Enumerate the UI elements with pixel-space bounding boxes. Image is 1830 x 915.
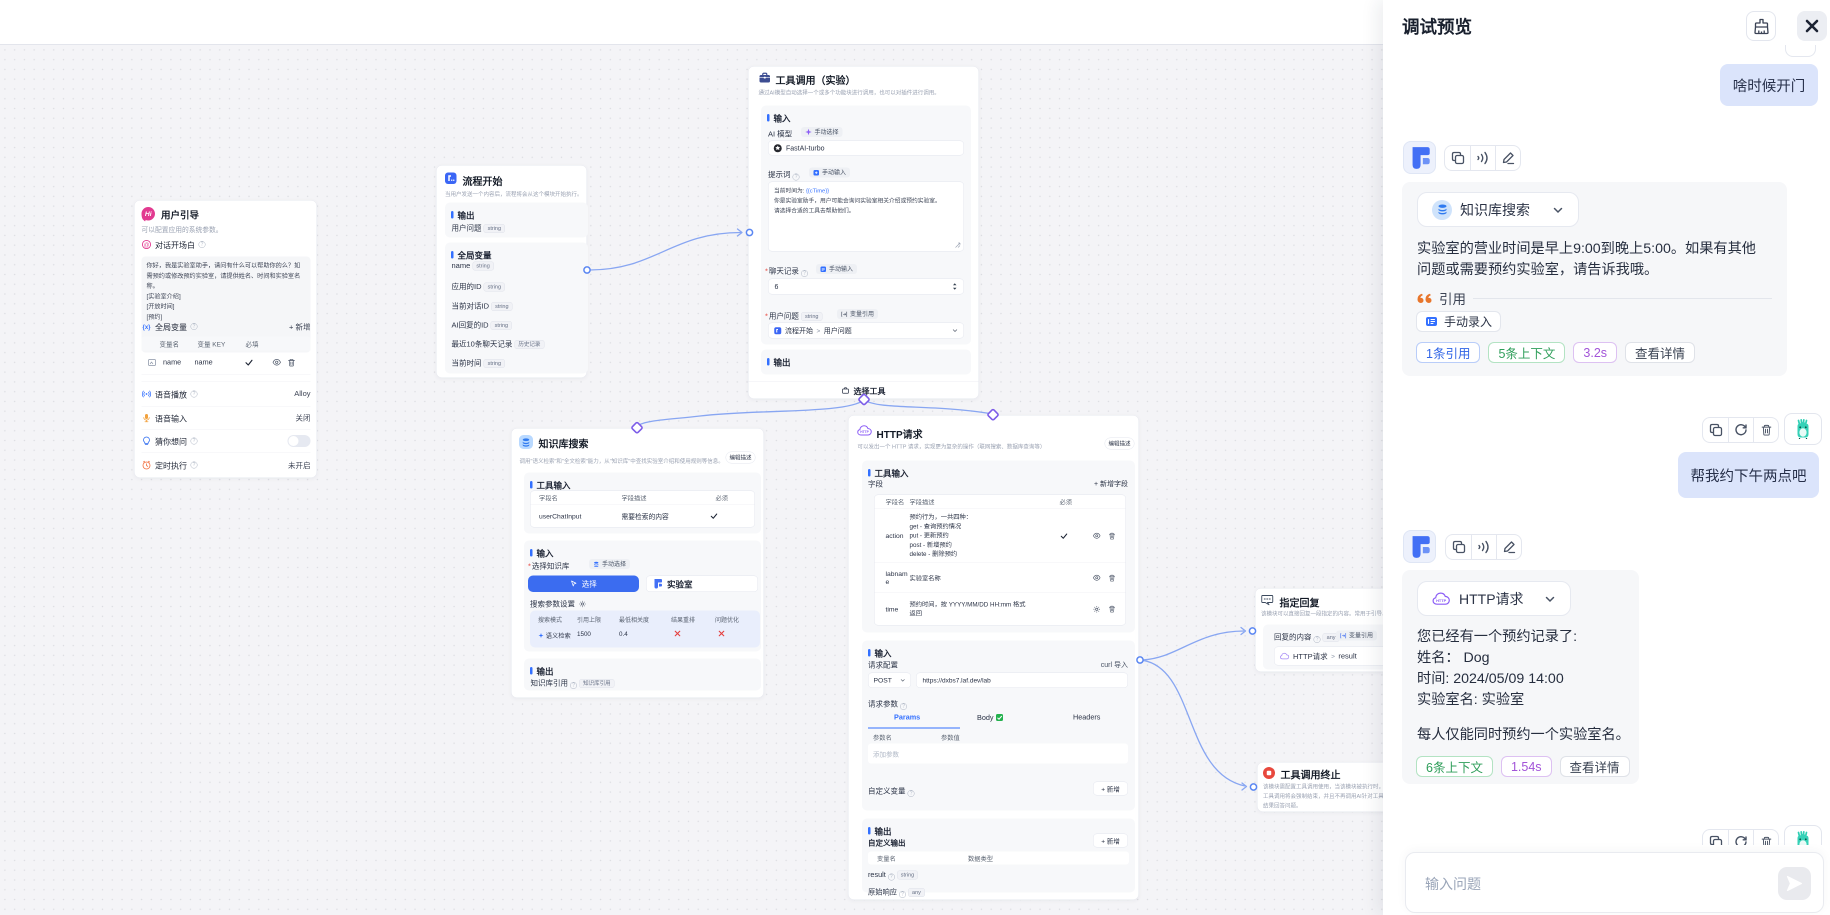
svg-text:{x}: {x}	[142, 325, 151, 331]
svg-text:HTTP: HTTP	[860, 430, 869, 434]
svg-text:HTTP: HTTP	[1436, 598, 1447, 603]
svg-text:@: @	[144, 243, 150, 249]
svg-text:Hi: Hi	[145, 211, 152, 218]
